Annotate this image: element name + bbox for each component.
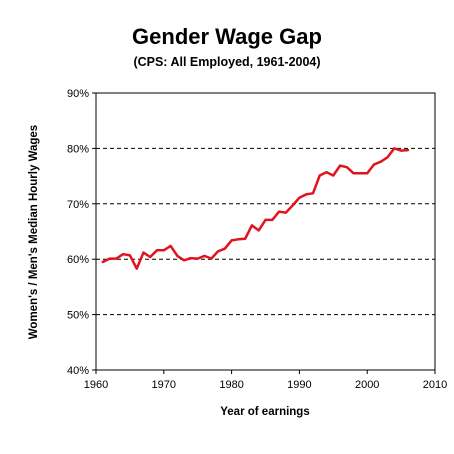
series-layer: [101, 147, 410, 270]
x-tick-label-2: 1980: [219, 379, 243, 391]
data-point-1995: [332, 174, 335, 177]
data-point-2000: [366, 172, 369, 175]
data-point-1968: [149, 255, 152, 259]
data-point-1984: [257, 229, 260, 232]
data-point-1999: [359, 172, 362, 175]
data-point-1975: [196, 257, 199, 260]
data-point-2005: [400, 149, 403, 152]
data-point-1997: [345, 166, 348, 169]
data-point-1976: [203, 254, 206, 257]
data-point-1978: [216, 250, 220, 253]
data-point-1989: [291, 204, 294, 207]
y-tick-label-1: 50%: [67, 310, 89, 322]
data-point-1991: [305, 193, 308, 196]
data-point-1965: [128, 254, 131, 257]
data-point-1985: [264, 218, 267, 221]
chart-title: Gender Wage Gap: [132, 24, 322, 49]
data-point-1996: [338, 164, 342, 167]
data-point-1992: [311, 192, 315, 195]
data-point-1963: [115, 257, 118, 260]
y-axis-label: Women's / Men's Median Hourly Wages: [28, 125, 40, 339]
data-point-1966: [135, 267, 138, 270]
data-point-1969: [155, 249, 159, 252]
data-point-1973: [183, 259, 186, 262]
data-point-1993: [318, 174, 321, 177]
x-tick-label-3: 1990: [287, 379, 311, 391]
data-point-1987: [277, 210, 281, 213]
data-point-1970: [162, 249, 165, 252]
data-point-1986: [271, 218, 274, 221]
y-tick-label-3: 70%: [67, 199, 89, 211]
plot-area-frame: [95, 92, 436, 371]
gridlines: [96, 147, 435, 316]
y-tick-label-5: 90%: [67, 88, 89, 100]
x-tick-label-0: 1960: [84, 379, 108, 391]
data-point-1972: [176, 254, 179, 257]
data-point-1964: [122, 253, 125, 256]
wage-ratio-line: [101, 147, 410, 270]
data-point-1967: [142, 251, 145, 254]
y-tick-label-2: 60%: [67, 254, 89, 266]
x-tick-label-4: 2000: [355, 379, 379, 391]
x-tick-label-5: 2010: [423, 379, 447, 391]
data-point-2002: [379, 160, 382, 163]
data-point-2006: [406, 148, 409, 152]
data-point-1981: [237, 238, 240, 241]
data-point-1990: [298, 196, 301, 199]
data-point-1974: [189, 256, 193, 260]
data-point-1994: [325, 171, 328, 174]
data-point-1979: [223, 247, 226, 250]
data-point-1977: [210, 257, 213, 260]
chart-subtitle: (CPS: All Employed, 1961-2004): [133, 55, 320, 69]
y-tick-label-0: 40%: [67, 365, 89, 377]
data-point-2001: [372, 163, 376, 166]
x-tick-label-1: 1970: [152, 379, 176, 391]
data-point-1988: [284, 211, 287, 214]
x-axis-label: Year of earnings: [220, 406, 309, 418]
data-point-1983: [250, 224, 254, 227]
data-point-2004: [393, 147, 396, 150]
data-point-1980: [230, 239, 233, 242]
data-point-1962: [108, 257, 111, 260]
data-point-1982: [244, 237, 247, 240]
y-tick-label-4: 80%: [67, 143, 89, 155]
data-point-1971: [169, 244, 172, 248]
data-point-1998: [352, 172, 355, 175]
axis-ticks: 40% 50% 60% 70% 80% 90% 1960 1970 1980 1990 2000 20…: [67, 88, 447, 391]
data-point-2003: [386, 156, 389, 159]
data-point-1961: [101, 260, 104, 264]
